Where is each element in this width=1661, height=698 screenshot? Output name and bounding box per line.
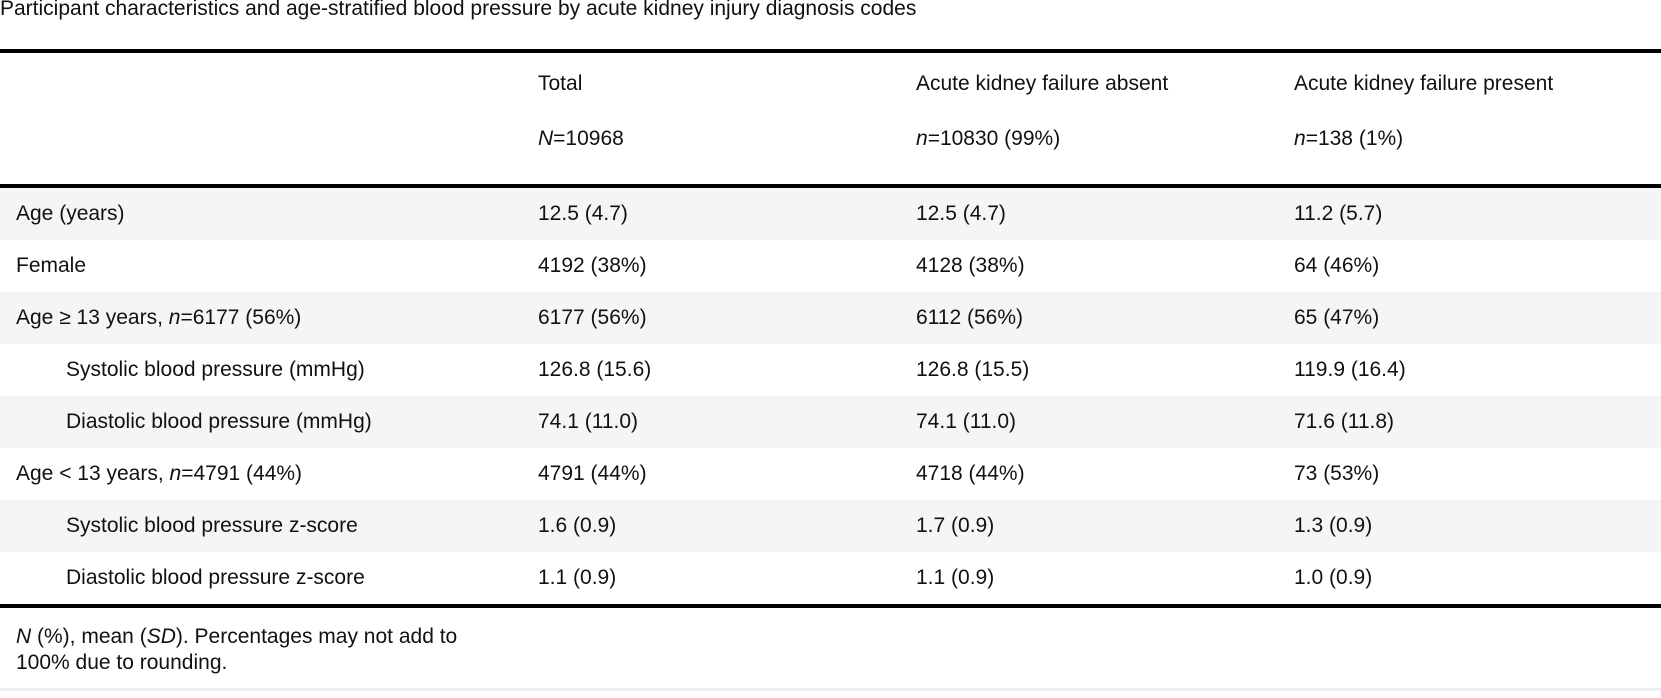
cell-total: 1.6 (0.9) [522, 500, 900, 552]
header-row: Total N=10968 Acute kidney failure absen… [0, 49, 1661, 168]
characteristics-table: Total N=10968 Acute kidney failure absen… [0, 49, 1661, 691]
cell-akf-absent: 6112 (56%) [900, 292, 1278, 344]
row-label: Diastolic blood pressure (mmHg) [0, 396, 522, 448]
row-label: Diastolic blood pressure z-score [0, 552, 522, 608]
cell-akf-present: 119.9 (16.4) [1278, 344, 1661, 396]
table-row-female: Female 4192 (38%) 4128 (38%) 64 (46%) [0, 240, 1661, 292]
table-row-age: Age (years) 12.5 (4.7) 12.5 (4.7) 11.2 (… [0, 186, 1661, 240]
table-header: Total N=10968 Acute kidney failure absen… [0, 49, 1661, 188]
cell-total: 126.8 (15.6) [522, 344, 900, 396]
table-row-systolic-mmhg: Systolic blood pressure (mmHg) 126.8 (15… [0, 344, 1661, 396]
header-cell-akf-present: Acute kidney failure present n=138 (1%) [1278, 49, 1661, 168]
table-row-age-13-plus: Age ≥ 13 years, n=6177 (56%) 6177 (56%) … [0, 292, 1661, 344]
characteristics-table-wrapper: Total N=10968 Acute kidney failure absen… [0, 49, 1661, 691]
row-label-count: =4791 (44%) [181, 462, 303, 485]
cell-akf-absent: 4128 (38%) [900, 240, 1278, 292]
cell-akf-absent: 1.7 (0.9) [900, 500, 1278, 552]
table-row-systolic-zscore: Systolic blood pressure z-score 1.6 (0.9… [0, 500, 1661, 552]
table-footer: N (%), mean (SD). Percentages may not ad… [0, 606, 1661, 691]
cell-akf-present: 73 (53%) [1278, 448, 1661, 500]
row-label: Age (years) [0, 186, 522, 240]
cell-total: 1.1 (0.9) [522, 552, 900, 608]
footnote-cell: N (%), mean (SD). Percentages may not ad… [0, 606, 1661, 691]
table-footnote: N (%), mean (SD). Percentages may not ad… [16, 624, 496, 676]
table-body: Age (years) 12.5 (4.7) 12.5 (4.7) 11.2 (… [0, 186, 1661, 608]
cell-akf-absent: 1.1 (0.9) [900, 552, 1278, 608]
cell-akf-present: 1.3 (0.9) [1278, 500, 1661, 552]
header-title: Acute kidney failure absent [916, 72, 1169, 95]
cell-akf-present: 71.6 (11.8) [1278, 396, 1661, 448]
cell-total: 6177 (56%) [522, 292, 900, 344]
header-count-symbol: n [1294, 127, 1306, 150]
cell-total: 4791 (44%) [522, 448, 900, 500]
header-count: N=10968 [538, 112, 900, 168]
footnote-text-1: (%), mean ( [31, 625, 147, 648]
row-label-count: =6177 (56%) [180, 306, 302, 329]
header-cell-empty [0, 49, 522, 168]
header-cell-akf-absent: Acute kidney failure absent n=10830 (99%… [900, 49, 1278, 168]
footnote-row: N (%), mean (SD). Percentages may not ad… [0, 606, 1661, 691]
row-label: Systolic blood pressure (mmHg) [0, 344, 522, 396]
header-count-symbol: n [916, 127, 928, 150]
row-label-n-symbol: n [168, 306, 181, 329]
row-label: Age ≥ 13 years, n=6177 (56%) [0, 292, 522, 344]
header-cell-total: Total N=10968 [522, 49, 900, 168]
cell-akf-absent: 126.8 (15.5) [900, 344, 1278, 396]
cell-akf-absent: 74.1 (11.0) [900, 396, 1278, 448]
header-count-value: =138 (1%) [1305, 127, 1404, 150]
header-title: Total [538, 72, 583, 95]
cell-akf-present: 1.0 (0.9) [1278, 552, 1661, 608]
cell-akf-present: 65 (47%) [1278, 292, 1661, 344]
header-count-symbol: N [538, 127, 554, 150]
table-row-diastolic-zscore: Diastolic blood pressure z-score 1.1 (0.… [0, 552, 1661, 608]
cell-akf-present: 64 (46%) [1278, 240, 1661, 292]
cell-total: 12.5 (4.7) [522, 186, 900, 240]
row-label: Systolic blood pressure z-score [0, 500, 522, 552]
header-spacer-row [0, 168, 1661, 188]
row-label-prefix: Age < 13 years, [16, 462, 170, 485]
cell-akf-absent: 4718 (44%) [900, 448, 1278, 500]
cell-akf-absent: 12.5 (4.7) [900, 186, 1278, 240]
header-count: n=10830 (99%) [916, 112, 1278, 168]
header-title: Acute kidney failure present [1294, 72, 1554, 95]
table-caption: Participant characteristics and age-stra… [0, 0, 917, 20]
cell-akf-present: 11.2 (5.7) [1278, 186, 1661, 240]
table-row-age-under-13: Age < 13 years, n=4791 (44%) 4791 (44%) … [0, 448, 1661, 500]
row-label-n-symbol: n [169, 462, 182, 485]
header-count: n=138 (1%) [1294, 112, 1661, 168]
row-label: Female [0, 240, 522, 292]
row-label-prefix: Age ≥ 13 years, [16, 306, 169, 329]
header-count-value: =10830 (99%) [927, 127, 1061, 150]
row-label: Age < 13 years, n=4791 (44%) [0, 448, 522, 500]
footnote-sd-symbol: SD [146, 625, 176, 648]
footnote-n-symbol: N [16, 625, 32, 648]
cell-total: 4192 (38%) [522, 240, 900, 292]
footnote-text-2: ). Percentages may not add to 100% due t… [16, 625, 458, 674]
table-row-diastolic-mmhg: Diastolic blood pressure (mmHg) 74.1 (11… [0, 396, 1661, 448]
header-count-value: =10968 [553, 127, 624, 150]
cell-total: 74.1 (11.0) [522, 396, 900, 448]
